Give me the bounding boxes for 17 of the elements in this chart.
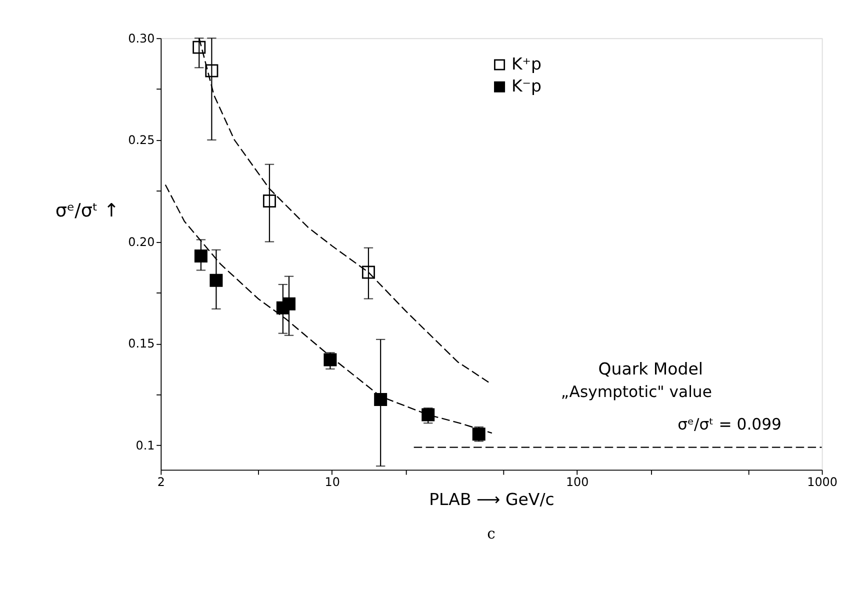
annotation: „Asymptotic" value [560,382,712,401]
x-tick-label: 1000 [807,474,838,489]
text: c [487,526,496,543]
annotation: σᵉ/σᵗ = 0.099 [678,416,782,434]
y-tick-label: 0.20 [128,234,155,249]
y-tick-label: 0.1 [136,438,155,452]
x-tick-label: 10 [324,474,340,489]
y-axis-title: σᵉ/σᵗ ↑ [55,200,120,222]
y-tick-label: 0.30 [128,31,155,46]
y-tick-label: 0.15 [128,336,155,351]
legend-label: K⁻p [511,76,542,96]
legend-label: K⁺p [511,54,542,74]
x-tick-label: 2 [157,474,165,489]
x-axis-title: PLAB ⟶ GeV/c [429,490,554,510]
x-tick-label: 100 [566,474,589,489]
y-tick-label: 0.25 [128,133,155,148]
annotation: Quark Model [598,360,704,379]
